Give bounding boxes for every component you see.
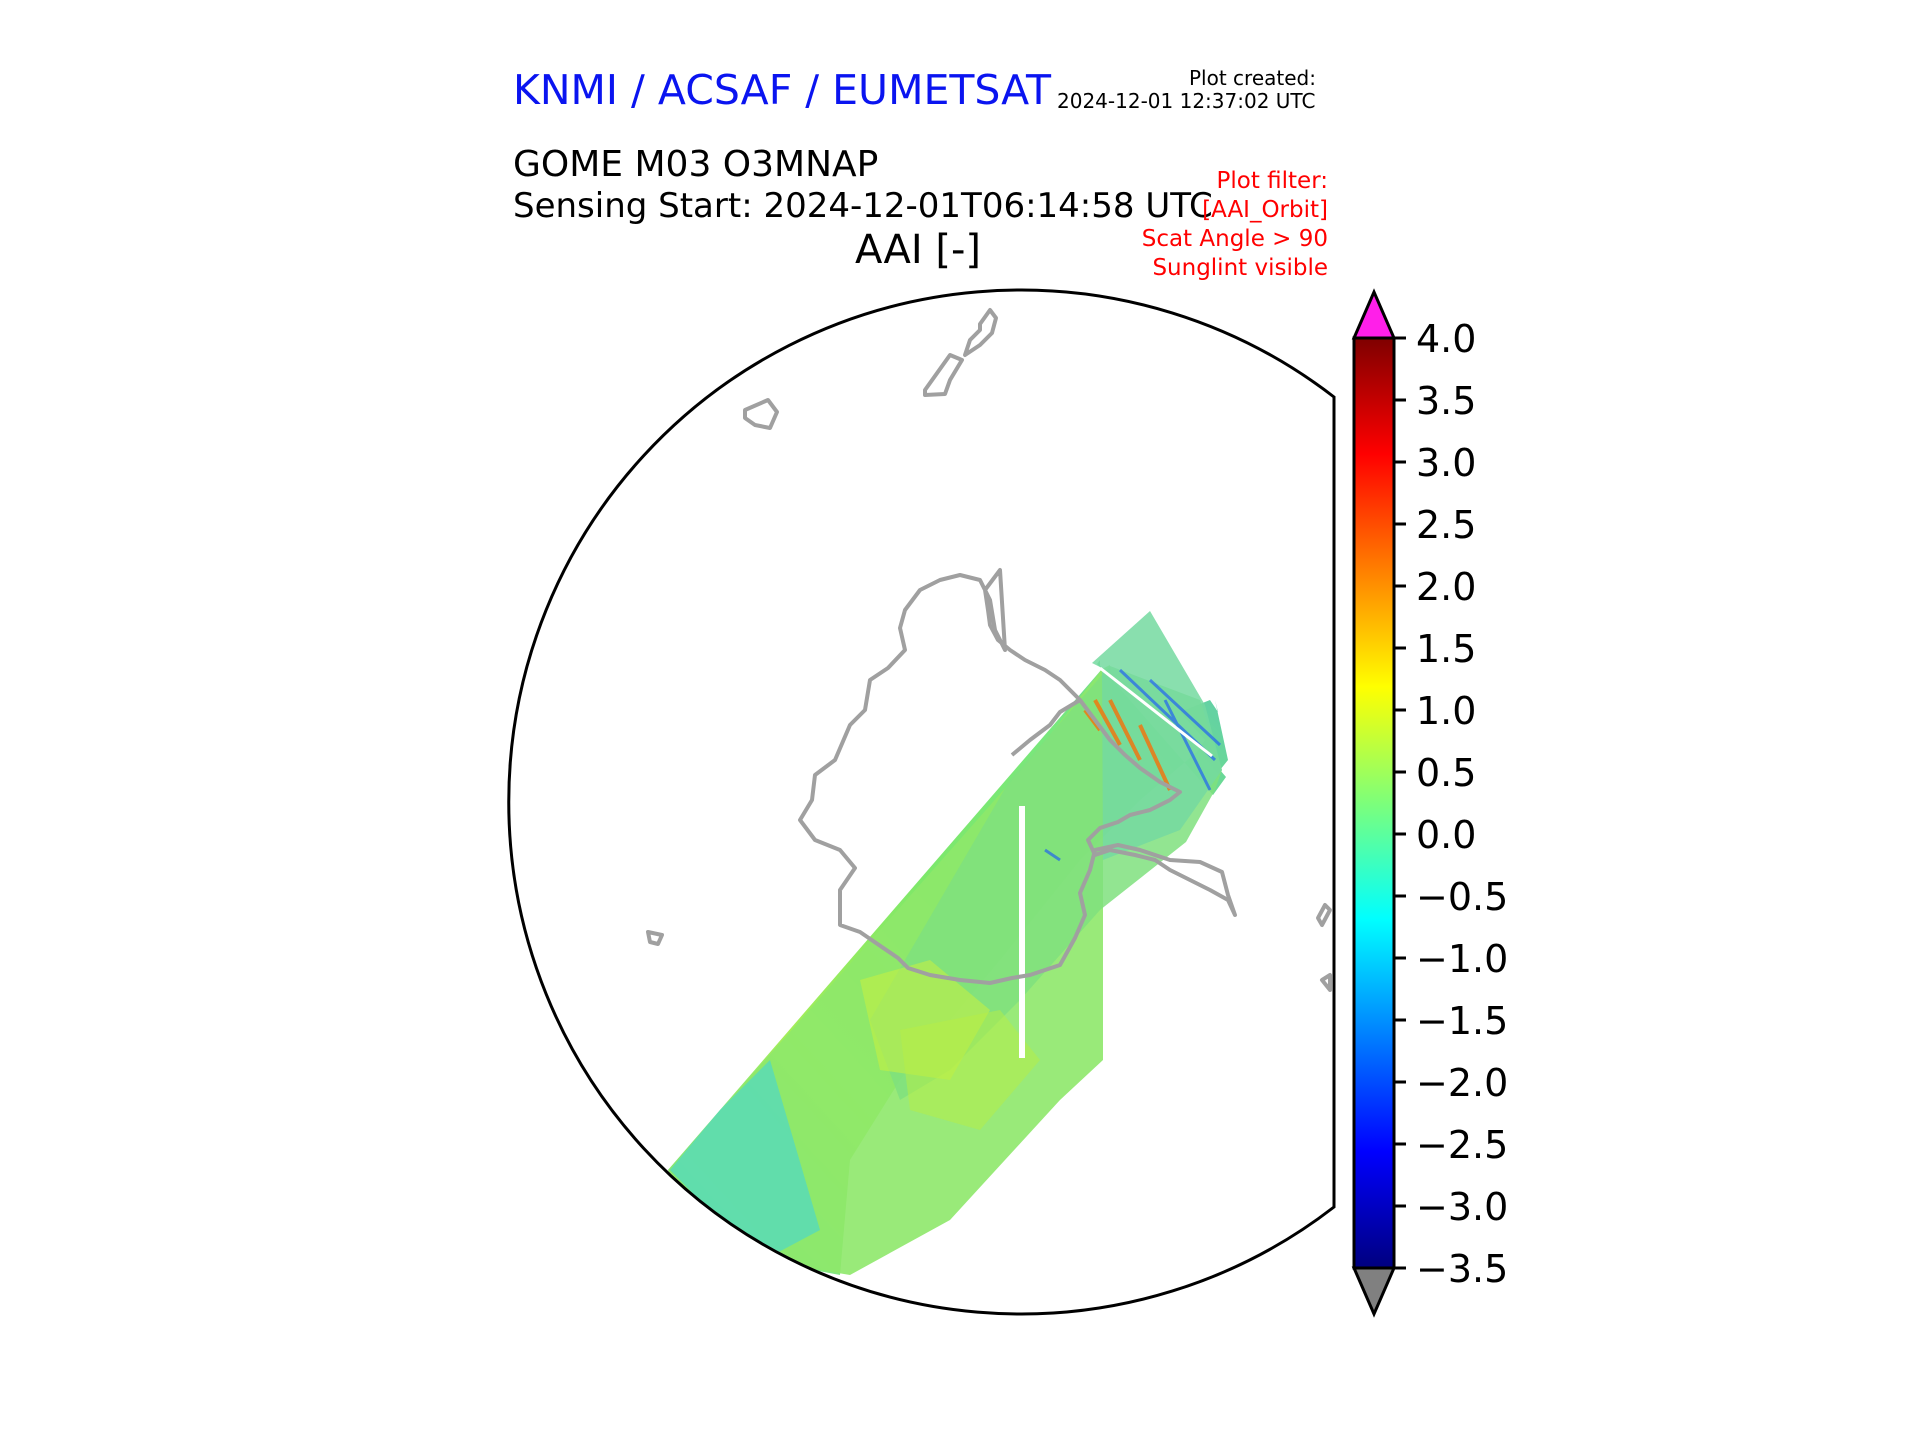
swath-gap-tip [1099, 666, 1213, 758]
colorbar-tick-label: −3.0 [1416, 1185, 1508, 1229]
plot-created-timestamp: 2024-12-01 12:37:02 UTC [1057, 89, 1316, 113]
swath-cyan-edge [670, 1060, 820, 1262]
organization-title: KNMI / ACSAF / EUMETSAT [513, 66, 1052, 114]
colorbar-gradient [1354, 338, 1394, 1268]
falklands-edge [1320, 973, 1332, 992]
tasmania [743, 398, 779, 430]
south-georgia [1316, 903, 1332, 927]
antarctic-peninsula-outline [1010, 698, 1082, 757]
new-zealand-north [963, 308, 998, 357]
colorbar-tick-label: −2.0 [1416, 1061, 1508, 1105]
colorbar-over-triangle [1351, 288, 1397, 340]
aai-swath [668, 611, 1228, 1275]
plot-filter-label: Plot filter: [1216, 168, 1328, 194]
swath-red-streaks [1083, 699, 1172, 791]
colorbar-tick-label: 2.0 [1416, 565, 1476, 609]
colorbar-tick-label: −3.5 [1416, 1247, 1508, 1291]
colorbar-tick-label: −2.5 [1416, 1123, 1508, 1167]
plot-created-label: Plot created: [1189, 66, 1316, 90]
colorbar-tick-label: 1.0 [1416, 689, 1476, 733]
colorbar-ticks: 4.0 3.5 3.0 2.5 2.0 1.5 1.0 0.5 0.0 −0.5 −1.0 −1.5 −… [1394, 317, 1508, 1291]
sub-antarctic-island [646, 930, 664, 946]
map-boundary [507, 288, 1336, 1316]
colorbar-tick-label: −0.5 [1416, 875, 1508, 919]
colorbar-tick-label: 0.0 [1416, 813, 1476, 857]
new-zealand-south [923, 353, 964, 397]
colorbar-tick-label: 4.0 [1416, 317, 1476, 361]
colorbar-tick-label: 1.5 [1416, 627, 1476, 671]
variable-title: AAI [-] [855, 227, 981, 273]
sensing-start: Sensing Start: 2024-12-01T06:14:58 UTC [513, 186, 1213, 226]
swath-yellow-band-2 [900, 1010, 1040, 1130]
colorbar-tick-label: 0.5 [1416, 751, 1476, 795]
colorbar-tick-label: 3.5 [1416, 379, 1476, 423]
product-name: GOME M03 O3MNAP [513, 144, 879, 185]
colorbar-tick-label: 3.0 [1416, 441, 1476, 485]
colorbar-tick-label: 2.5 [1416, 503, 1476, 547]
colorbar-tick-label: −1.5 [1416, 999, 1508, 1043]
colorbar-tick-label: −1.0 [1416, 937, 1508, 981]
antarctica-coastline [798, 568, 1237, 985]
colorbar-frame [1352, 336, 1396, 1270]
swath-blue-streaks [1044, 668, 1222, 862]
plot-filter-sunglint: Sunglint visible [1152, 255, 1328, 281]
colorbar-under-triangle [1351, 1266, 1397, 1318]
plot-filter-orbit: [AAI_Orbit] [1202, 197, 1328, 223]
plot-filter-scat-angle: Scat Angle > 90 [1141, 226, 1328, 252]
colorbar: 4.0 3.5 3.0 2.5 2.0 1.5 1.0 0.5 0.0 −0.5 −1.0 −1.5 −… [1351, 288, 1508, 1318]
coastlines [646, 308, 1332, 992]
